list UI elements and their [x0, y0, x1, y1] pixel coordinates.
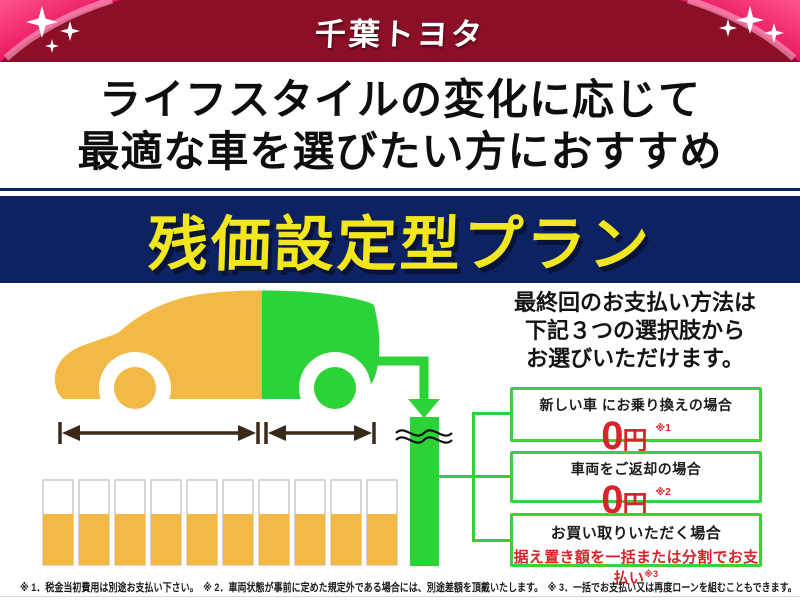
option-title: 新しい車 にお乗り換えの場合 [539, 397, 733, 413]
measure-arrows [58, 422, 376, 444]
plan-title: 残価設定型プラン [146, 211, 653, 278]
footnotes: ※ 1．税金当初費用は別途お支払い下さい。 ※ 2．車両状態が事前に定めた規定外… [20, 582, 797, 594]
price-value: 0 [601, 478, 623, 522]
price-unit: 円 [622, 427, 648, 455]
residual-connector-line [374, 356, 429, 403]
header-banner: 千葉トヨタ [0, 0, 800, 62]
measure-arrowheads [62, 425, 372, 441]
headline: ライフスタイルの変化に応じて 最適な車を選びたい方におすすめ [0, 62, 800, 188]
payment-diagram: 月々のお支払い 残価 (最終お支払い金額) [0, 283, 480, 575]
connector-stub-2 [439, 475, 510, 478]
plan-banner: 残価設定型プラン [0, 196, 800, 283]
divider-rule [0, 188, 800, 191]
break-squiggle-icon [395, 429, 453, 437]
options-intro-line1: 最終回のお支払い方法は [513, 290, 756, 315]
payment-bars [42, 479, 398, 566]
option-title: お買い取りいただく場合 [550, 525, 722, 542]
connector-stub-3 [475, 539, 510, 542]
sparkle-icon [60, 21, 80, 41]
sparkle-icon [764, 23, 784, 43]
options-intro: 最終回のお支払い方法は 下記３つの選択肢から お選びいただけます。 [478, 289, 792, 373]
connector-stub-1 [475, 412, 510, 415]
options-intro-line3: お選びいただけます。 [526, 346, 744, 371]
options-intro-line2: 下記３つの選択肢から [524, 318, 745, 343]
ribbon-left-decoration [0, 0, 120, 62]
price-value: 0 [601, 414, 623, 458]
ribbon-right-decoration [680, 0, 800, 62]
detail-note: ※3 [644, 569, 659, 579]
option-title: 車両をご返却の場合 [570, 461, 702, 477]
option-price: 0円 ※1 [513, 416, 759, 456]
option-box-return: 車両をご返却の場合 0円 ※2 [510, 451, 762, 520]
option-box-buyout: お買い取りいただく場合 据え置き額を一括または分割でお支払い※3 [510, 513, 762, 587]
break-squiggle-icon [395, 436, 453, 444]
rear-wheel-icon [314, 367, 356, 409]
price-note: ※2 [655, 487, 671, 498]
bottom-edge-line [0, 596, 800, 597]
headline-line1: ライフスタイルの変化に応じて [98, 76, 701, 123]
option-box-trade-in: 新しい車 にお乗り換えの場合 0円 ※1 [510, 387, 762, 456]
front-wheel-icon [114, 367, 156, 409]
sparkle-icon [45, 39, 59, 53]
sparkle-icon [736, 6, 764, 34]
down-arrow-icon [408, 399, 440, 418]
car-diagram-graphic [42, 290, 453, 566]
headline-line2: 最適な車を選びたい方におすすめ [77, 128, 723, 175]
brand-logo: 千葉トヨタ [313, 16, 486, 52]
sparkle-icon [719, 19, 737, 37]
sparkle-icon [26, 6, 58, 38]
price-note: ※1 [655, 423, 671, 434]
option-detail: 据え置き額を一括または分割でお支払い※3 [513, 549, 759, 587]
